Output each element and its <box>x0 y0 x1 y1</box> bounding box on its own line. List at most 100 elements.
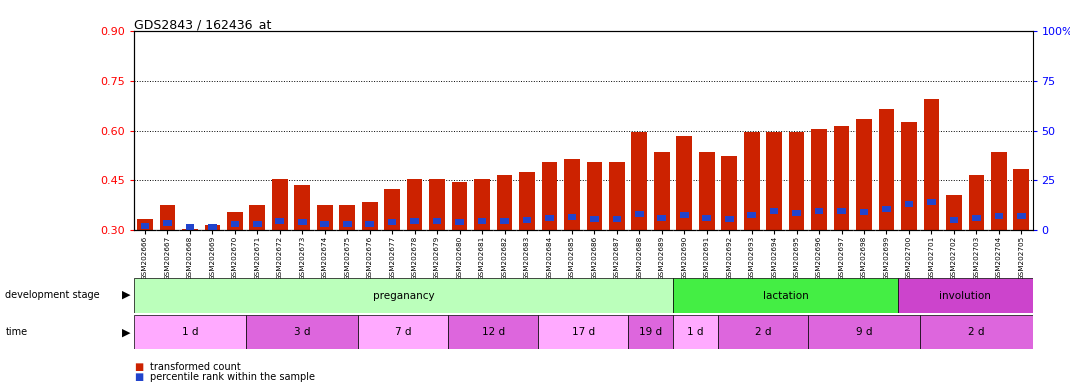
Bar <box>342 221 352 227</box>
Text: preganancy: preganancy <box>372 291 434 301</box>
Bar <box>991 152 1007 230</box>
Bar <box>792 210 801 216</box>
Bar <box>185 224 195 230</box>
Text: ▶: ▶ <box>122 290 131 300</box>
Text: time: time <box>5 327 28 337</box>
Text: 1 d: 1 d <box>182 327 198 337</box>
Text: 7 d: 7 d <box>395 327 412 337</box>
Bar <box>747 212 756 218</box>
Bar <box>612 216 622 222</box>
Bar <box>474 179 490 230</box>
Bar <box>134 278 673 313</box>
Bar <box>923 99 939 230</box>
Text: 3 d: 3 d <box>294 327 310 337</box>
Bar <box>808 315 920 349</box>
Bar <box>294 185 310 230</box>
Text: lactation: lactation <box>763 291 808 301</box>
Bar <box>609 162 625 230</box>
Text: 17 d: 17 d <box>571 327 595 337</box>
Bar <box>676 136 692 230</box>
Bar <box>1013 169 1029 230</box>
Bar <box>500 218 509 224</box>
Bar <box>1016 214 1026 219</box>
Text: 1 d: 1 d <box>687 327 704 337</box>
Bar <box>724 216 734 222</box>
Text: development stage: development stage <box>5 290 100 300</box>
Bar <box>744 132 760 230</box>
Bar <box>679 212 689 218</box>
Bar <box>365 221 374 227</box>
Bar <box>253 221 262 227</box>
Bar <box>384 189 400 230</box>
Bar <box>673 315 718 349</box>
Bar <box>654 152 670 230</box>
Bar <box>541 162 557 230</box>
Text: 12 d: 12 d <box>482 327 505 337</box>
Bar <box>769 208 779 214</box>
Bar <box>699 152 715 230</box>
Bar <box>358 315 448 349</box>
Bar <box>721 156 737 230</box>
Bar <box>901 122 917 230</box>
Bar <box>631 132 647 230</box>
Bar <box>837 208 846 214</box>
Bar <box>407 179 423 230</box>
Text: ■: ■ <box>134 362 143 372</box>
Bar <box>246 315 358 349</box>
Bar <box>859 209 869 215</box>
Bar <box>968 175 984 230</box>
Bar <box>814 208 824 214</box>
Bar <box>994 214 1004 219</box>
Bar <box>718 315 808 349</box>
Text: percentile rank within the sample: percentile rank within the sample <box>150 372 315 382</box>
Text: involution: involution <box>939 291 991 301</box>
Bar <box>362 202 378 230</box>
Bar <box>496 175 513 230</box>
Bar <box>317 205 333 230</box>
Bar <box>272 179 288 230</box>
Bar <box>339 205 355 230</box>
Bar <box>538 315 628 349</box>
Bar <box>882 206 891 212</box>
Bar <box>972 215 981 220</box>
Bar <box>182 229 198 230</box>
Bar <box>410 218 419 224</box>
Text: 2 d: 2 d <box>754 327 771 337</box>
Bar <box>811 129 827 230</box>
Bar <box>208 224 217 230</box>
Bar <box>432 218 442 224</box>
Text: transformed count: transformed count <box>150 362 241 372</box>
Bar <box>878 109 895 230</box>
Text: 2 d: 2 d <box>968 327 984 337</box>
Bar <box>477 218 487 224</box>
Bar <box>297 218 307 225</box>
Bar <box>429 179 445 230</box>
Bar <box>159 205 175 230</box>
Bar <box>140 223 150 229</box>
Bar <box>898 278 1033 313</box>
Text: 9 d: 9 d <box>856 327 872 337</box>
Text: ▶: ▶ <box>122 327 131 337</box>
Bar <box>230 222 240 227</box>
Bar <box>949 217 959 223</box>
Bar <box>635 211 644 217</box>
Bar <box>927 199 936 205</box>
Bar <box>163 220 172 226</box>
Bar <box>545 215 554 221</box>
Bar <box>452 182 468 230</box>
Bar <box>567 214 577 220</box>
Text: 19 d: 19 d <box>639 327 662 337</box>
Bar <box>249 205 265 230</box>
Bar <box>673 278 898 313</box>
Bar <box>789 132 805 230</box>
Bar <box>320 221 330 227</box>
Bar <box>586 162 602 230</box>
Bar <box>590 216 599 222</box>
Bar <box>137 219 153 230</box>
Bar <box>657 215 667 221</box>
Bar <box>227 212 243 230</box>
Bar <box>564 159 580 230</box>
Bar <box>455 219 464 225</box>
Bar <box>766 132 782 230</box>
Bar <box>904 200 914 207</box>
